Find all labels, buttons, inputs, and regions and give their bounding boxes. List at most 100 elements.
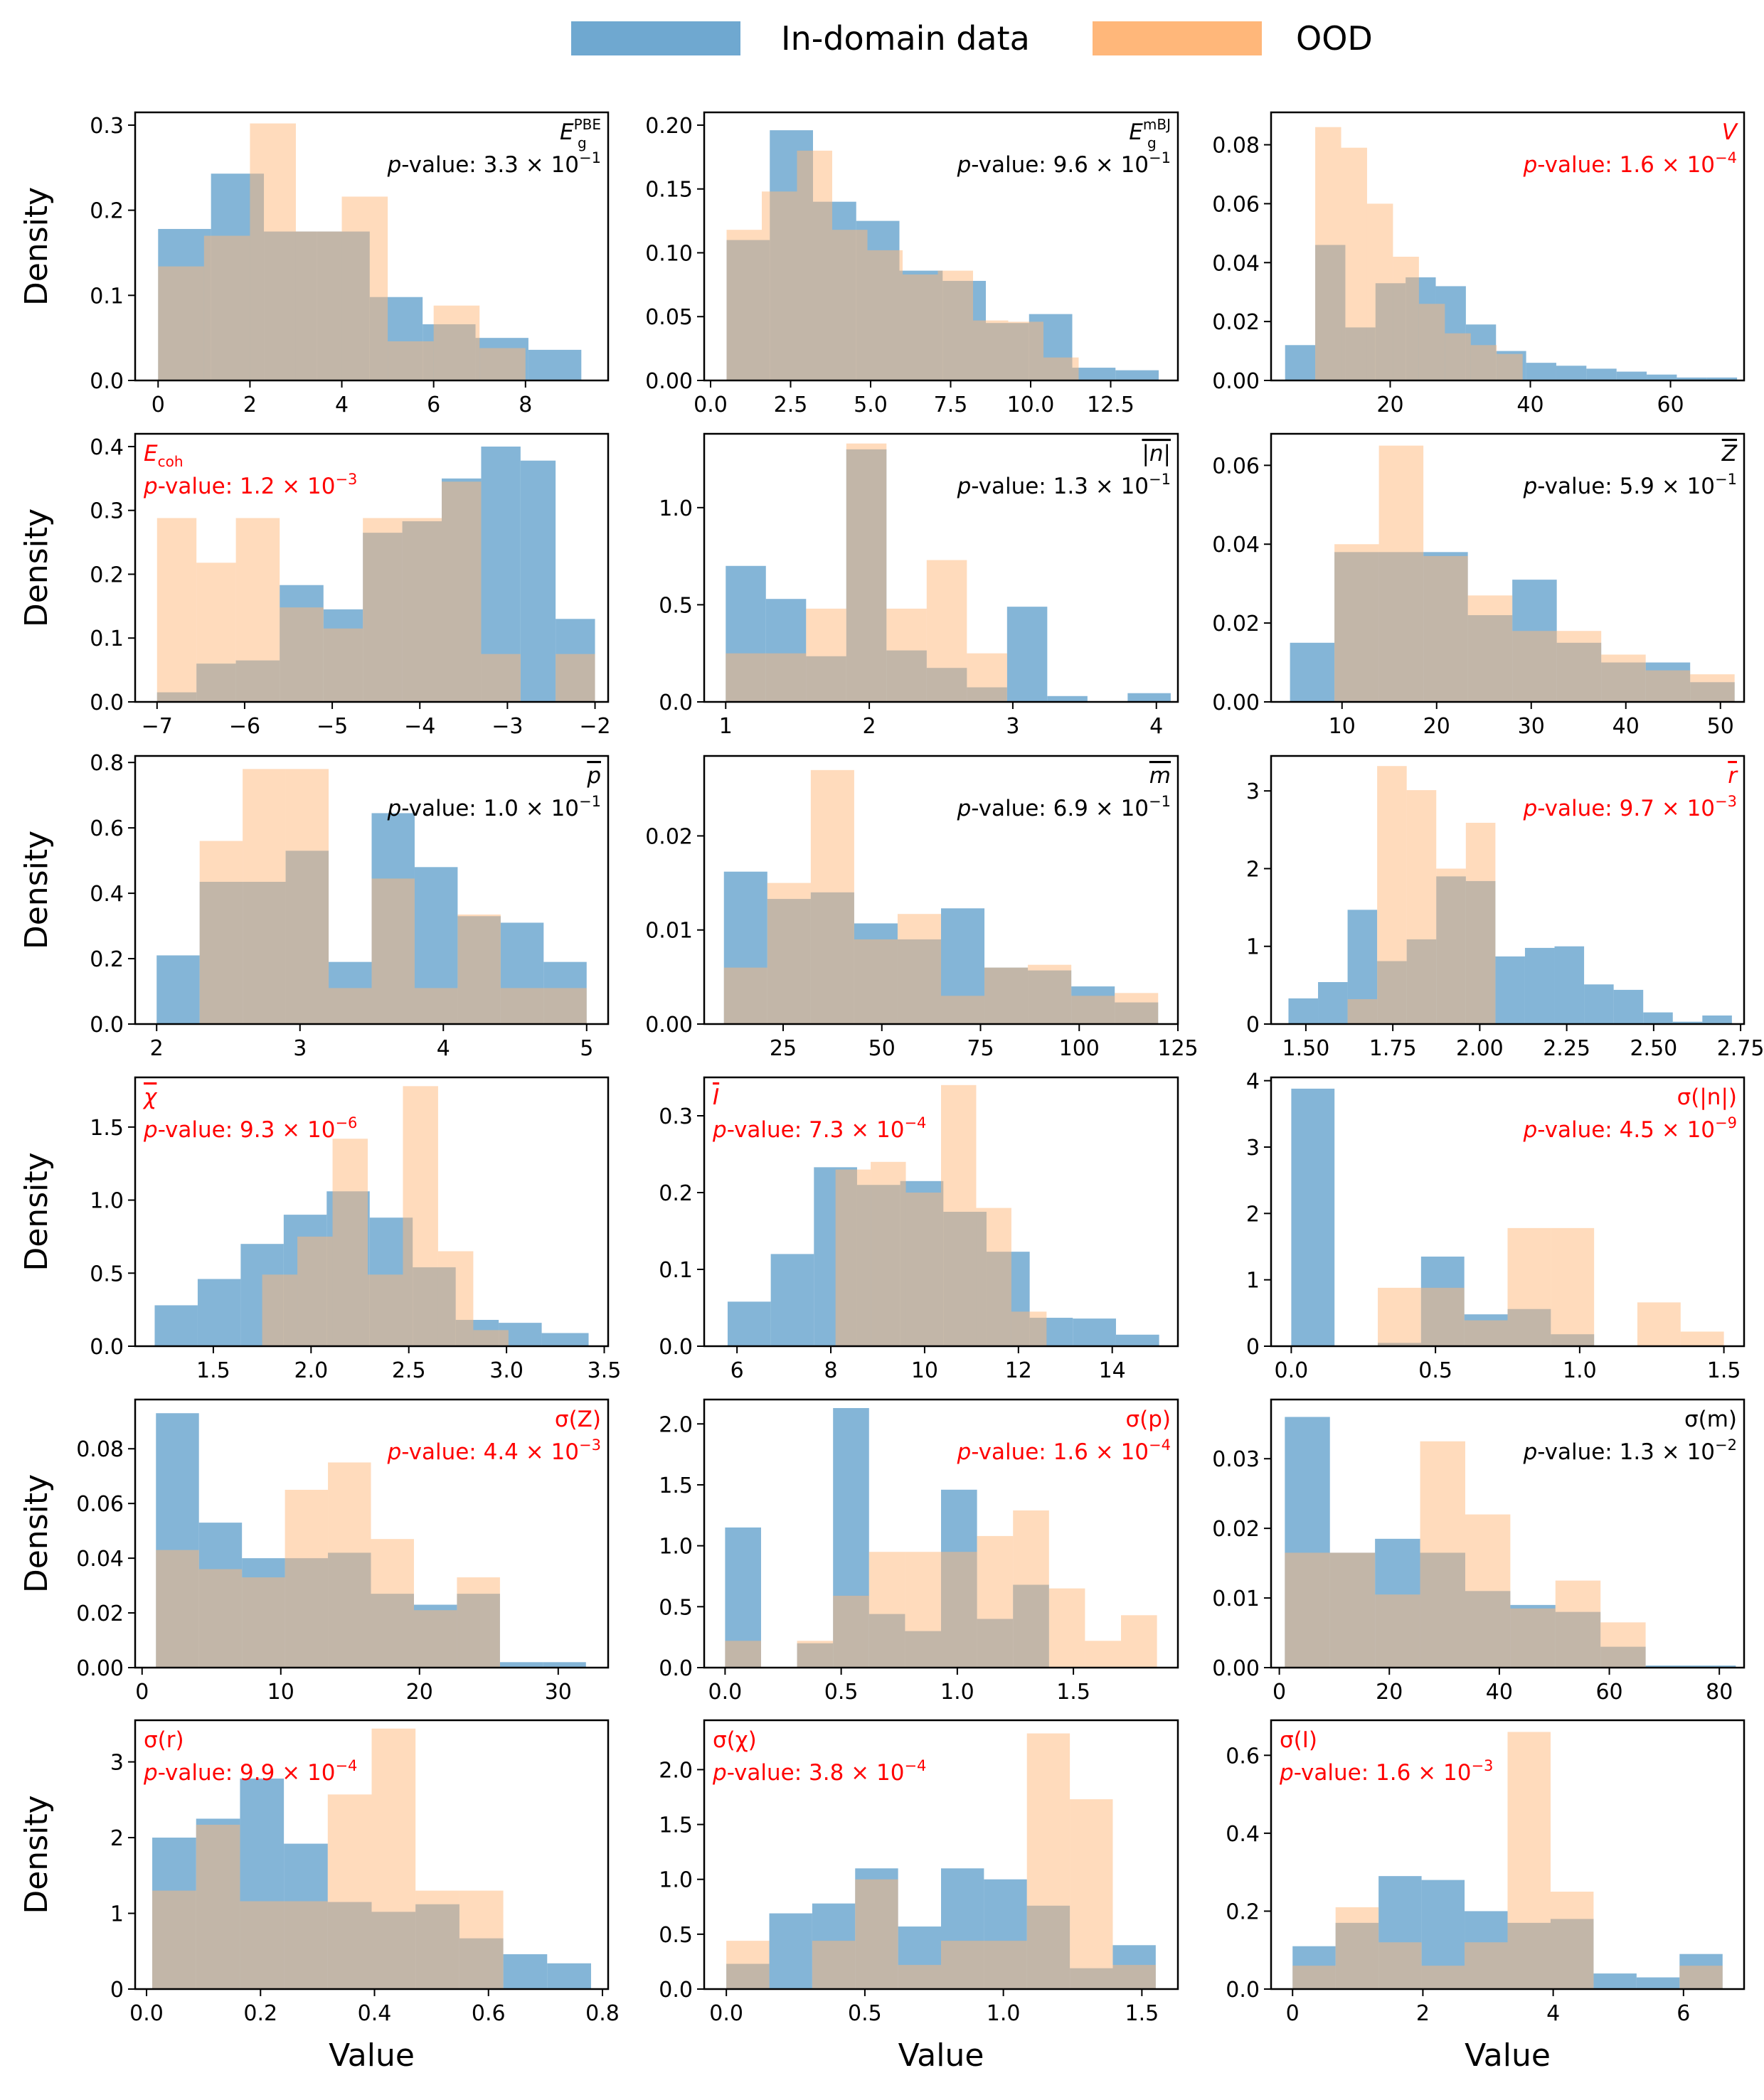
y-tick-label: 0.0 [659, 1978, 693, 2003]
ood-bar [926, 560, 967, 702]
x-tick-label: 0.2 [243, 2001, 277, 2026]
x-tick-label: 1 [719, 714, 733, 739]
ood-bar [871, 1161, 906, 1346]
bars [727, 1084, 1159, 1346]
x-tick-label: 10.0 [1007, 393, 1055, 417]
x-tick-label: 2 [150, 1036, 164, 1061]
axes-frame [134, 1398, 610, 1669]
ood-bar [941, 1552, 977, 1668]
panel-p-value: p-value: 7.3 × 10−4 [712, 1114, 926, 1143]
in-domain-bar [1073, 1318, 1116, 1346]
y-tick-label: 0.04 [76, 1547, 124, 1572]
x-tick-label: 5 [580, 1036, 593, 1061]
ood-bar [832, 230, 868, 380]
axes-frame [134, 432, 610, 703]
ood-bar [941, 1084, 977, 1346]
histogram-panel: 1.50 1.75 2.00 2.25 2.50 2.75 0 1 2 3 r p-value: 9.… [1246, 755, 1764, 1061]
y-tick-label: 0.15 [645, 178, 693, 203]
in-domain-bar [1584, 984, 1614, 1024]
ood-bar [368, 1274, 403, 1346]
ood-bar [726, 653, 766, 702]
x-tick-label: 0 [1272, 1680, 1286, 1705]
x-tick-label: 4 [437, 1036, 450, 1061]
ood-bar [1445, 333, 1471, 380]
panel-variable-label: I [713, 1084, 719, 1110]
ood-bar [152, 1890, 196, 1989]
panel-p-value: p-value: 5.9 × 10−1 [1523, 471, 1737, 499]
x-tick-label: 10 [911, 1358, 938, 1383]
y-tick-label: 0.00 [1212, 691, 1260, 715]
in-domain-bar [1647, 374, 1677, 380]
y-tick-label: 0.2 [659, 1181, 693, 1206]
x-tick-label: 3 [293, 1036, 307, 1061]
y-tick-label: 0.5 [659, 1923, 693, 1948]
legend-label-in-domain: In-domain data [781, 19, 1030, 58]
y-tick-label: 0.00 [645, 369, 693, 394]
ood-bar [158, 266, 204, 380]
ood-bar [332, 1139, 368, 1346]
ood-bar [198, 1569, 243, 1668]
in-domain-bar [1613, 989, 1644, 1024]
y-tick-label: 0.00 [76, 1656, 124, 1681]
histogram-panel: 25 50 75 100 125 0.00 0.01 0.02 m p-value: 6.9 × … [645, 755, 1199, 1061]
histogram-panel: 0 2 4 6 0.0 0.2 0.4 0.6 σ(I) p-value: 1.6 × 10−3 [1226, 1719, 1746, 2026]
x-tick-label: 2.5 [392, 1358, 426, 1383]
ood-bar [250, 123, 296, 380]
histogram-panel: 20 40 60 0.00 0.02 0.04 0.06 0.08 Vp-value: 1.6 … [1212, 111, 1746, 417]
y-tick-label: 0.3 [90, 114, 124, 139]
x-tick-label: 2.00 [1456, 1036, 1504, 1061]
x-tick-label: 2 [863, 714, 876, 739]
ood-bar [328, 1462, 371, 1668]
x-axis-title: Value [1465, 2037, 1551, 2074]
axes-frame [1270, 755, 1746, 1025]
y-tick-label: 1.0 [659, 1535, 693, 1560]
ood-bar [1420, 1441, 1465, 1668]
panels: 0 2 4 6 8 0.0 0.1 0.2 0.3 EPBE gp-value: 3.3 × 10−… [76, 111, 1764, 2026]
axes-frame [1270, 1719, 1746, 1990]
x-tick-label: 60 [1595, 1680, 1622, 1705]
y-axis-title: Density [18, 1795, 55, 1914]
x-tick-label: 8 [519, 393, 532, 417]
ood-bar [1285, 1552, 1330, 1668]
x-tick-label: 7.5 [934, 393, 968, 417]
in-domain-bar [1288, 998, 1319, 1024]
ood-bar [1550, 1892, 1594, 1989]
x-tick-label: 10 [267, 1680, 294, 1705]
y-tick-label: 0.02 [76, 1601, 124, 1626]
x-tick-label: 2.0 [294, 1358, 328, 1383]
y-tick-label: 3 [1246, 1136, 1260, 1161]
x-tick-label: 100 [1059, 1036, 1100, 1061]
ood-bar [1690, 674, 1735, 702]
y-tick-label: 1.0 [90, 1189, 124, 1214]
in-domain-bar [1690, 1665, 1736, 1668]
panel-p-value: p-value: 9.7 × 10−3 [1523, 793, 1737, 821]
ood-bar [1420, 1287, 1465, 1346]
y-tick-label: 0.4 [90, 882, 124, 907]
y-tick-label: 2 [1246, 857, 1260, 882]
x-tick-label: 12.5 [1087, 393, 1135, 417]
ood-bar [1418, 304, 1445, 380]
in-domain-bar [1115, 370, 1159, 380]
y-tick-label: 0.5 [90, 1262, 124, 1286]
legend: In-domain data OOD [571, 19, 1373, 58]
x-tick-label: 0 [1286, 2001, 1300, 2026]
panel-variable-label: EmBJ g [1129, 116, 1171, 151]
histogram-panel: 0.0 2.5 5.0 7.5 10.0 12.5 0.00 0.05 0.10 0.15 0.20… [645, 111, 1179, 417]
x-tick-label: 14 [1099, 1358, 1126, 1383]
panel-p-value: p-value: 3.8 × 10−4 [712, 1757, 926, 1786]
panel-variable-label: σ(r) [144, 1727, 184, 1753]
y-tick-label: 0.10 [645, 241, 693, 266]
y-tick-label: 0 [110, 1978, 124, 2003]
panel-variable-label: EPBE g [560, 116, 601, 151]
ood-bar [1375, 1594, 1420, 1668]
x-tick-label: 20 [1376, 1680, 1403, 1705]
panel-variable-label: σ(|n|) [1677, 1084, 1737, 1110]
x-tick-label: 6 [427, 393, 440, 417]
histogram-panel: 1.5 2.0 2.5 3.0 3.5 0.0 0.5 1.0 1.5 χ p-value: 9.3… [90, 1076, 621, 1383]
x-tick-label: 0.0 [708, 1680, 743, 1705]
histogram-panel: 0.0 0.5 1.0 1.5 0.0 0.5 1.0 1.5 2.0 σ(p) p-value: … [659, 1398, 1179, 1705]
legend-swatch-in-domain [571, 21, 740, 55]
y-tick-label: 0.00 [645, 1013, 693, 1038]
in-domain-bar [520, 460, 556, 702]
y-tick-label: 0.0 [1226, 1978, 1260, 2003]
